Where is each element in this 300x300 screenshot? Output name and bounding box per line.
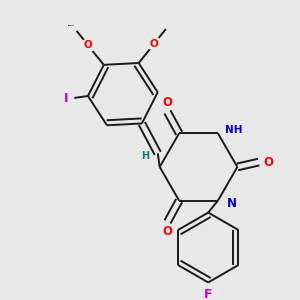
Text: F: F	[204, 288, 212, 300]
Text: O: O	[263, 156, 273, 169]
Text: NH: NH	[225, 125, 242, 135]
Text: O: O	[163, 225, 172, 238]
Text: O: O	[163, 96, 172, 109]
Text: N: N	[226, 197, 236, 210]
Text: O: O	[84, 40, 93, 50]
Text: O: O	[150, 39, 159, 49]
Text: methoxy: methoxy	[68, 24, 74, 26]
Text: I: I	[64, 92, 69, 105]
Text: H: H	[141, 151, 149, 161]
